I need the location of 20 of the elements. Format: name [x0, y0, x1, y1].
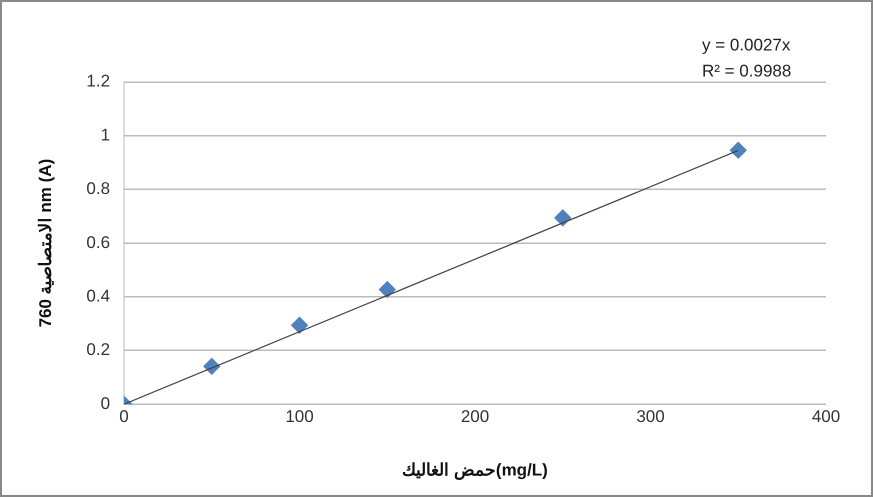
text: R² = 0.9988 — [702, 62, 792, 81]
x-axis-title: حمض الغاليك(mg/L) — [402, 460, 548, 480]
x-tick-label: 400 — [812, 407, 840, 426]
point — [291, 316, 308, 334]
y-tick-label: 0.6 — [86, 232, 110, 252]
y-tick-label: 0.2 — [86, 340, 110, 360]
x-tick-label: 200 — [460, 407, 490, 426]
x-tick-label: 0 — [119, 407, 129, 426]
text: y = 0.0027x — [702, 36, 791, 55]
y-tick-label: 1 — [100, 125, 110, 144]
point — [554, 209, 572, 226]
x-tick-label: 300 — [636, 407, 665, 426]
y-tick-label: 0.8 — [86, 179, 110, 198]
y-tick-label: 0.4 — [86, 286, 110, 306]
y-tick-label: 0 — [100, 394, 110, 413]
point — [378, 281, 396, 298]
x-tick-label: 100 — [285, 407, 314, 426]
y-tick-label: 1.2 — [86, 72, 110, 91]
y-axis-title: الامتصاصية 760 nm (A) — [36, 158, 55, 328]
point — [730, 142, 747, 159]
